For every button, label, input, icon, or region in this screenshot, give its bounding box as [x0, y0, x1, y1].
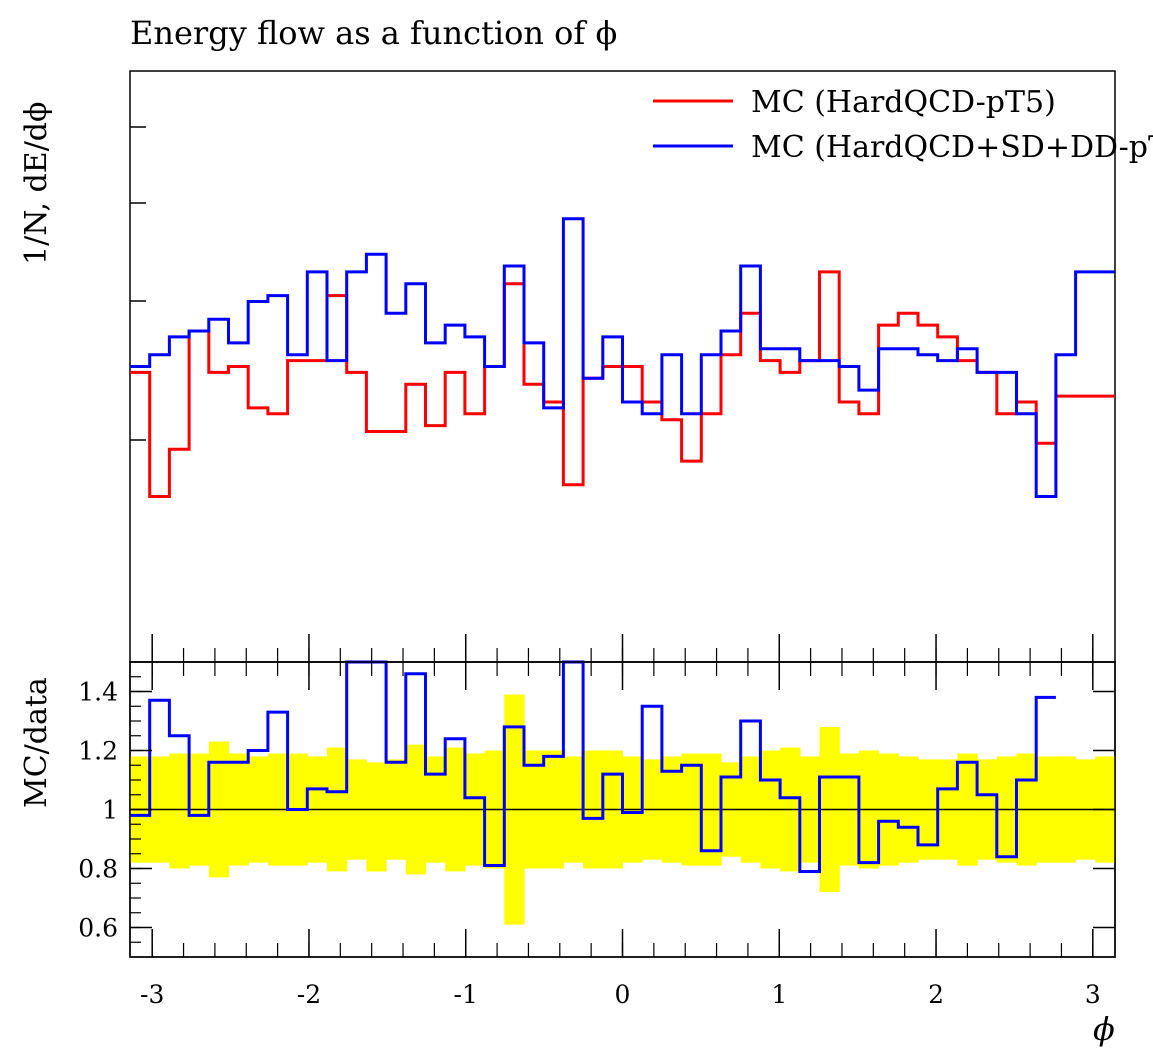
band-segment — [366, 762, 387, 872]
upper-axis-ticks — [130, 126, 146, 441]
ratio-line-blue — [130, 660, 1056, 873]
x-axis-title: ϕ — [1093, 1010, 1115, 1048]
legend-label-red: MC (HardQCD-pT5) — [751, 85, 1056, 120]
legend-label-blue: MC (HardQCD+SD+DD-pT5) — [751, 130, 1153, 165]
ratio-axis-ticks — [130, 634, 1115, 957]
x-tick-label: -2 — [297, 980, 321, 1009]
ratio-y-axis-title: MC/data — [19, 677, 54, 808]
legend: MC (HardQCD-pT5) MC (HardQCD+SD+DD-pT5) — [653, 85, 1153, 165]
chart-title: Energy flow as a function of ϕ — [130, 14, 617, 52]
ratio-y-tick-labels: 0.6 0.8 1 1.2 1.4 — [78, 678, 118, 943]
x-tick-label: 3 — [1085, 980, 1101, 1009]
x-tick-label: -3 — [140, 980, 164, 1009]
x-tick-labels: -3 -2 -1 0 1 2 3 — [140, 980, 1101, 1009]
ratio-y-tick-label: 0.8 — [78, 855, 118, 884]
x-tick-label: 1 — [771, 980, 787, 1009]
series-line-blue — [130, 217, 1115, 498]
ratio-y-tick-label: 1 — [102, 796, 118, 825]
uncertainty-band — [130, 694, 1116, 925]
ratio-y-tick-label: 0.6 — [78, 914, 118, 943]
ratio-series-group — [130, 660, 1056, 873]
x-tick-label: 2 — [928, 980, 944, 1009]
ratio-y-tick-label: 1.4 — [78, 678, 118, 707]
band-segment — [169, 753, 190, 869]
x-tick-label: -1 — [454, 980, 478, 1009]
y-axis-title: 1/N, dE/dϕ — [19, 102, 54, 265]
ratio-y-tick-label: 1.2 — [78, 737, 118, 766]
upper-series-group — [130, 217, 1115, 498]
x-tick-label: 0 — [615, 980, 631, 1009]
